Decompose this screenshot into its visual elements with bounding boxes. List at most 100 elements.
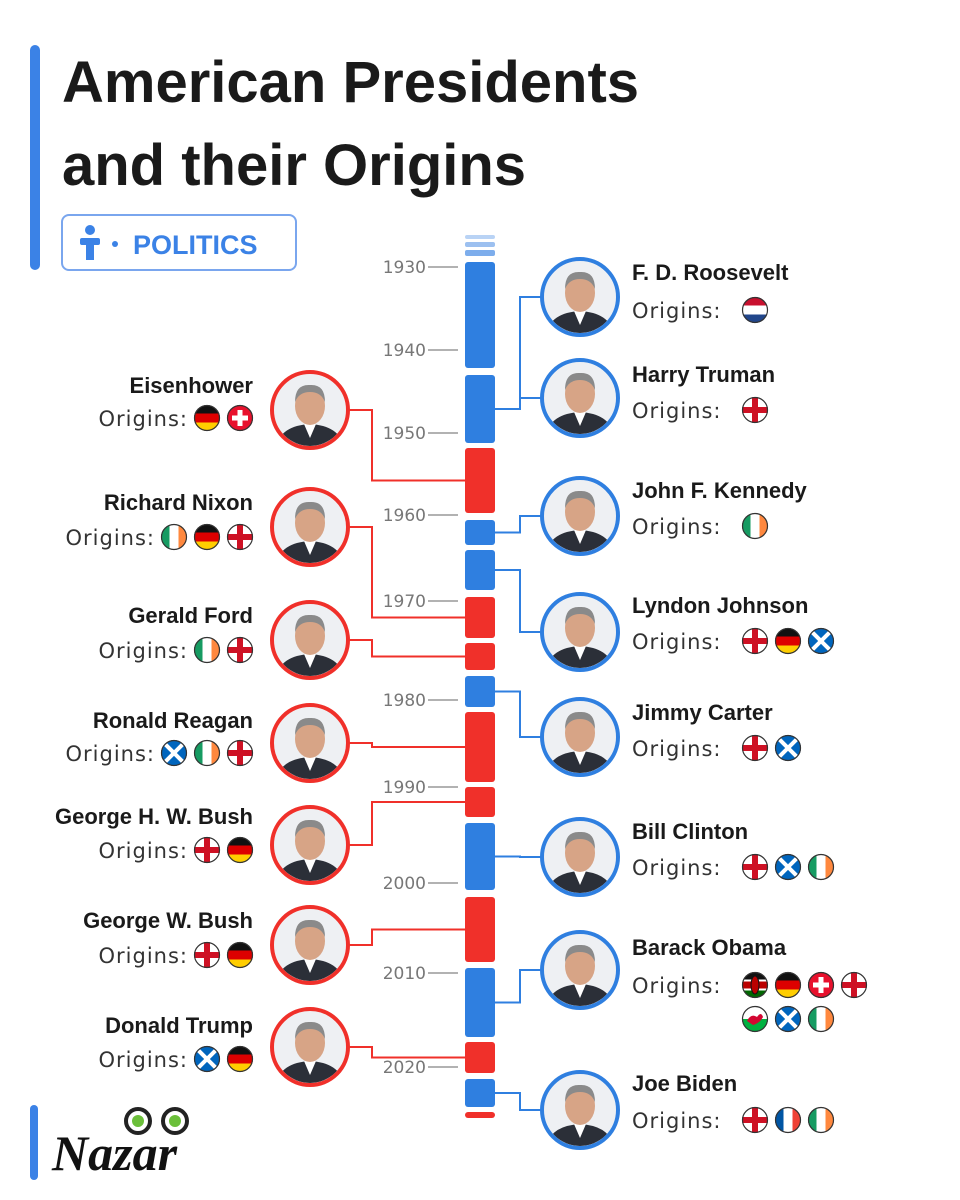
- portrait-ring: [270, 1007, 350, 1087]
- logo-eyes: [124, 1107, 189, 1135]
- portrait-ring: [540, 592, 620, 672]
- president-name: George W. Bush: [83, 908, 253, 933]
- portrait-ring: [540, 1070, 620, 1150]
- term-segment: [465, 448, 495, 513]
- flag: [742, 297, 768, 323]
- portrait-ring: [540, 257, 620, 337]
- portrait-ring: [540, 358, 620, 438]
- flag: [808, 854, 834, 880]
- connector: [348, 639, 465, 658]
- tag-label: POLITICS: [133, 230, 258, 260]
- bar-cap: [465, 235, 495, 239]
- connector: [348, 1046, 465, 1059]
- year-label: 1950: [383, 424, 426, 444]
- term-segment: [465, 823, 495, 890]
- president-name: F. D. Roosevelt: [632, 260, 789, 285]
- tag-icon: [80, 225, 118, 260]
- accent-bar: [30, 45, 40, 270]
- connector: [348, 742, 465, 748]
- flag: [775, 972, 801, 998]
- connector: [348, 409, 465, 482]
- president-name: Joe Biden: [632, 1071, 737, 1096]
- year-label: 1940: [383, 341, 426, 361]
- president-name: Lyndon Johnson: [632, 593, 808, 618]
- origins-label: Origins:: [99, 407, 189, 431]
- flag: [808, 1006, 834, 1032]
- connector: [348, 801, 465, 846]
- president-name: Bill Clinton: [632, 819, 748, 844]
- connector: [495, 855, 542, 858]
- title-line: and their Origins: [62, 133, 526, 198]
- origins-label: Origins:: [99, 639, 189, 663]
- year-label: 1960: [383, 506, 426, 526]
- term-segment: [465, 375, 495, 443]
- portrait-ring: [270, 703, 350, 783]
- president-name: Jimmy Carter: [632, 700, 773, 725]
- origins-label: Origins:: [632, 1109, 722, 1133]
- year-label: 1980: [383, 691, 426, 711]
- president-name: Harry Truman: [632, 362, 775, 387]
- term-segment: [465, 968, 495, 1037]
- flag: [194, 637, 220, 663]
- connector: [348, 526, 465, 619]
- year-label: 2000: [383, 874, 426, 894]
- connector: [348, 928, 465, 946]
- term-segment: [465, 712, 495, 782]
- flag: [194, 405, 220, 431]
- president-name: John F. Kennedy: [632, 478, 808, 503]
- portrait-ring: [270, 370, 350, 450]
- origins-label: Origins:: [632, 856, 722, 880]
- year-label: 2020: [383, 1058, 426, 1078]
- portrait-ring: [270, 600, 350, 680]
- term-segment: [465, 520, 495, 545]
- term-segment: [465, 597, 495, 638]
- connector: [495, 515, 542, 534]
- term-segment: [465, 676, 495, 707]
- bar-cap: [465, 242, 495, 247]
- portrait-ring: [270, 905, 350, 985]
- flag: [227, 837, 253, 863]
- portrait-ring: [540, 817, 620, 897]
- president-name: George H. W. Bush: [55, 804, 253, 829]
- connector: [495, 296, 542, 410]
- portrait-ring: [270, 805, 350, 885]
- origins-label: Origins:: [632, 299, 722, 323]
- connector: [495, 569, 542, 633]
- year-label: 1990: [383, 778, 426, 798]
- term-segment: [465, 1112, 495, 1118]
- origins-label: Origins:: [632, 399, 722, 423]
- portrait-ring: [540, 697, 620, 777]
- term-segment: [465, 1042, 495, 1073]
- flag: [194, 524, 220, 550]
- flag: [227, 1046, 253, 1072]
- logo: Nazar: [51, 1125, 178, 1181]
- year-label: 2010: [383, 964, 426, 984]
- connector: [495, 690, 542, 738]
- president-name: Eisenhower: [130, 373, 254, 398]
- origins-label: Origins:: [99, 1048, 189, 1072]
- term-segment: [465, 262, 495, 368]
- portrait-ring: [270, 487, 350, 567]
- flag: [227, 942, 253, 968]
- term-segment: [465, 787, 495, 817]
- year-label: 1970: [383, 592, 426, 612]
- origins-label: Origins:: [99, 839, 189, 863]
- connector: [495, 969, 542, 1004]
- origins-label: Origins:: [632, 974, 722, 998]
- origins-label: Origins:: [632, 630, 722, 654]
- president-name: Donald Trump: [105, 1013, 253, 1038]
- bar-cap: [465, 250, 495, 256]
- portrait-ring: [540, 476, 620, 556]
- connector: [495, 397, 542, 410]
- year-label: 1930: [383, 258, 426, 278]
- president-name: Barack Obama: [632, 935, 787, 960]
- origins-label: Origins:: [66, 526, 156, 550]
- tag-box: [61, 214, 297, 271]
- term-segment: [465, 897, 495, 962]
- flag: [194, 740, 220, 766]
- logo-bar: [30, 1105, 38, 1180]
- president-name: Ronald Reagan: [93, 708, 253, 733]
- portrait-ring: [540, 930, 620, 1010]
- connector: [495, 1092, 542, 1111]
